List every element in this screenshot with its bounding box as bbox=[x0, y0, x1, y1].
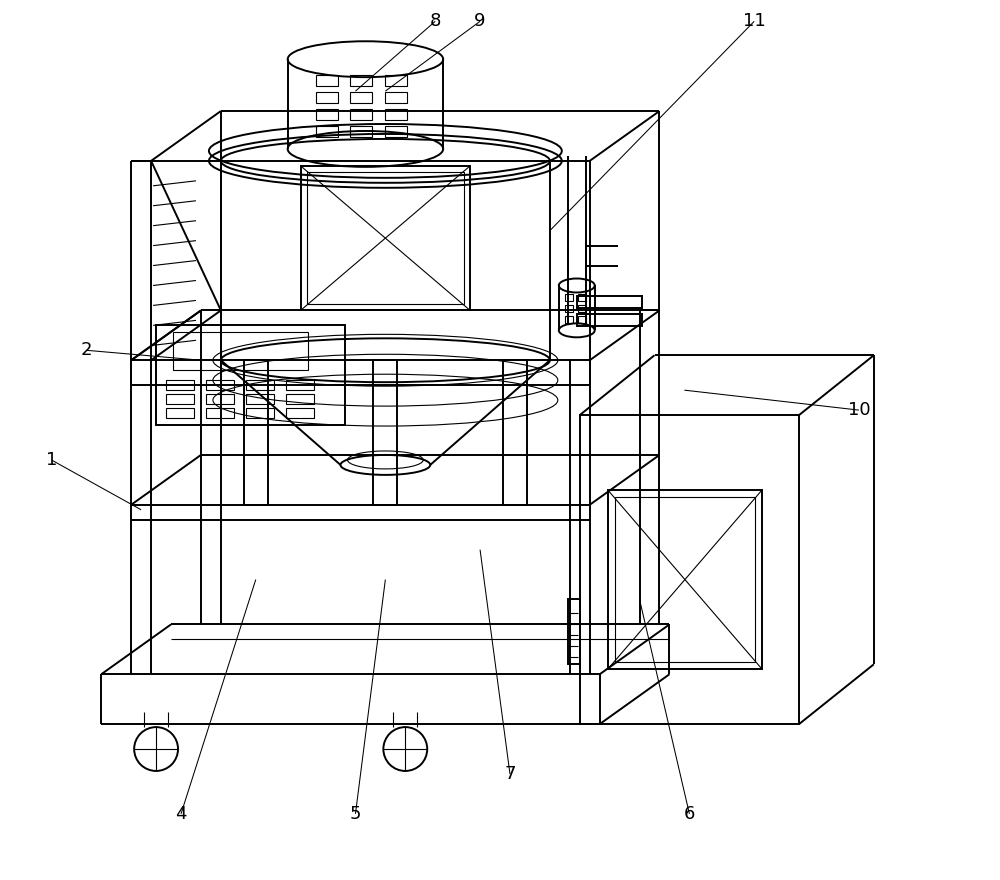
Bar bbox=[206, 380, 234, 390]
Bar bbox=[246, 408, 274, 418]
Bar bbox=[373, 360, 397, 505]
Bar bbox=[578, 305, 586, 312]
Text: 5: 5 bbox=[350, 805, 361, 823]
Bar bbox=[286, 408, 314, 418]
Bar bbox=[206, 408, 234, 418]
Bar bbox=[316, 126, 338, 137]
Text: 8: 8 bbox=[430, 12, 441, 30]
Bar bbox=[615, 497, 755, 663]
Text: 9: 9 bbox=[474, 12, 486, 30]
Bar bbox=[286, 394, 314, 404]
Bar bbox=[307, 172, 464, 304]
Bar bbox=[578, 317, 586, 323]
Bar bbox=[578, 295, 586, 302]
Bar bbox=[577, 314, 642, 326]
Text: 7: 7 bbox=[504, 765, 516, 783]
Text: 1: 1 bbox=[46, 451, 57, 469]
Bar bbox=[350, 126, 372, 137]
Bar bbox=[385, 126, 407, 137]
Bar bbox=[316, 109, 338, 120]
Bar bbox=[580, 415, 799, 724]
Bar bbox=[166, 394, 194, 404]
Bar bbox=[503, 360, 527, 505]
Text: 2: 2 bbox=[81, 341, 92, 359]
Bar bbox=[350, 75, 372, 86]
Bar bbox=[166, 380, 194, 390]
Bar bbox=[246, 394, 274, 404]
Bar bbox=[316, 92, 338, 103]
Bar bbox=[568, 599, 580, 664]
Bar bbox=[156, 326, 345, 425]
Bar bbox=[565, 317, 573, 323]
Bar bbox=[350, 109, 372, 120]
Text: 6: 6 bbox=[684, 805, 695, 823]
Bar bbox=[286, 380, 314, 390]
Bar bbox=[316, 75, 338, 86]
Text: 11: 11 bbox=[743, 12, 766, 30]
Bar bbox=[173, 333, 308, 370]
Bar bbox=[206, 394, 234, 404]
Bar bbox=[301, 165, 470, 311]
Bar bbox=[385, 75, 407, 86]
Text: 4: 4 bbox=[175, 805, 187, 823]
Text: 10: 10 bbox=[848, 401, 870, 419]
Bar bbox=[385, 92, 407, 103]
Bar bbox=[385, 109, 407, 120]
Bar bbox=[246, 380, 274, 390]
Bar bbox=[577, 297, 642, 308]
Bar bbox=[608, 490, 762, 670]
Bar bbox=[565, 305, 573, 312]
Bar bbox=[166, 408, 194, 418]
Bar bbox=[350, 92, 372, 103]
Bar bbox=[565, 295, 573, 302]
Bar bbox=[244, 360, 268, 505]
